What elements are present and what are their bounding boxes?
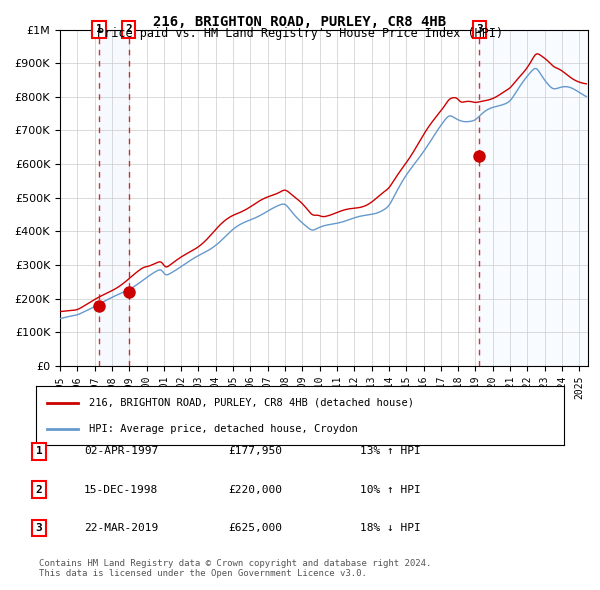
Text: 18% ↓ HPI: 18% ↓ HPI [360,523,421,533]
Text: 1: 1 [95,25,103,34]
Text: 15-DEC-1998: 15-DEC-1998 [84,485,158,494]
Text: 2: 2 [35,485,43,494]
Text: 216, BRIGHTON ROAD, PURLEY, CR8 4HB: 216, BRIGHTON ROAD, PURLEY, CR8 4HB [154,15,446,29]
Text: 1: 1 [35,447,43,456]
Text: 22-MAR-2019: 22-MAR-2019 [84,523,158,533]
Text: £177,950: £177,950 [228,447,282,456]
Bar [479,30,588,366]
Text: 216, BRIGHTON ROAD, PURLEY, CR8 4HB (detached house): 216, BRIGHTON ROAD, PURLEY, CR8 4HB (det… [89,398,414,408]
Text: 2: 2 [125,25,132,34]
Text: 3: 3 [476,25,482,34]
Bar [99,30,128,366]
Text: 13% ↑ HPI: 13% ↑ HPI [360,447,421,456]
Text: 02-APR-1997: 02-APR-1997 [84,447,158,456]
Text: Price paid vs. HM Land Registry's House Price Index (HPI): Price paid vs. HM Land Registry's House … [97,27,503,40]
Text: 3: 3 [35,523,43,533]
Text: £625,000: £625,000 [228,523,282,533]
Text: HPI: Average price, detached house, Croydon: HPI: Average price, detached house, Croy… [89,424,358,434]
Text: 10% ↑ HPI: 10% ↑ HPI [360,485,421,494]
Text: Contains HM Land Registry data © Crown copyright and database right 2024.
This d: Contains HM Land Registry data © Crown c… [39,559,431,578]
Text: £220,000: £220,000 [228,485,282,494]
